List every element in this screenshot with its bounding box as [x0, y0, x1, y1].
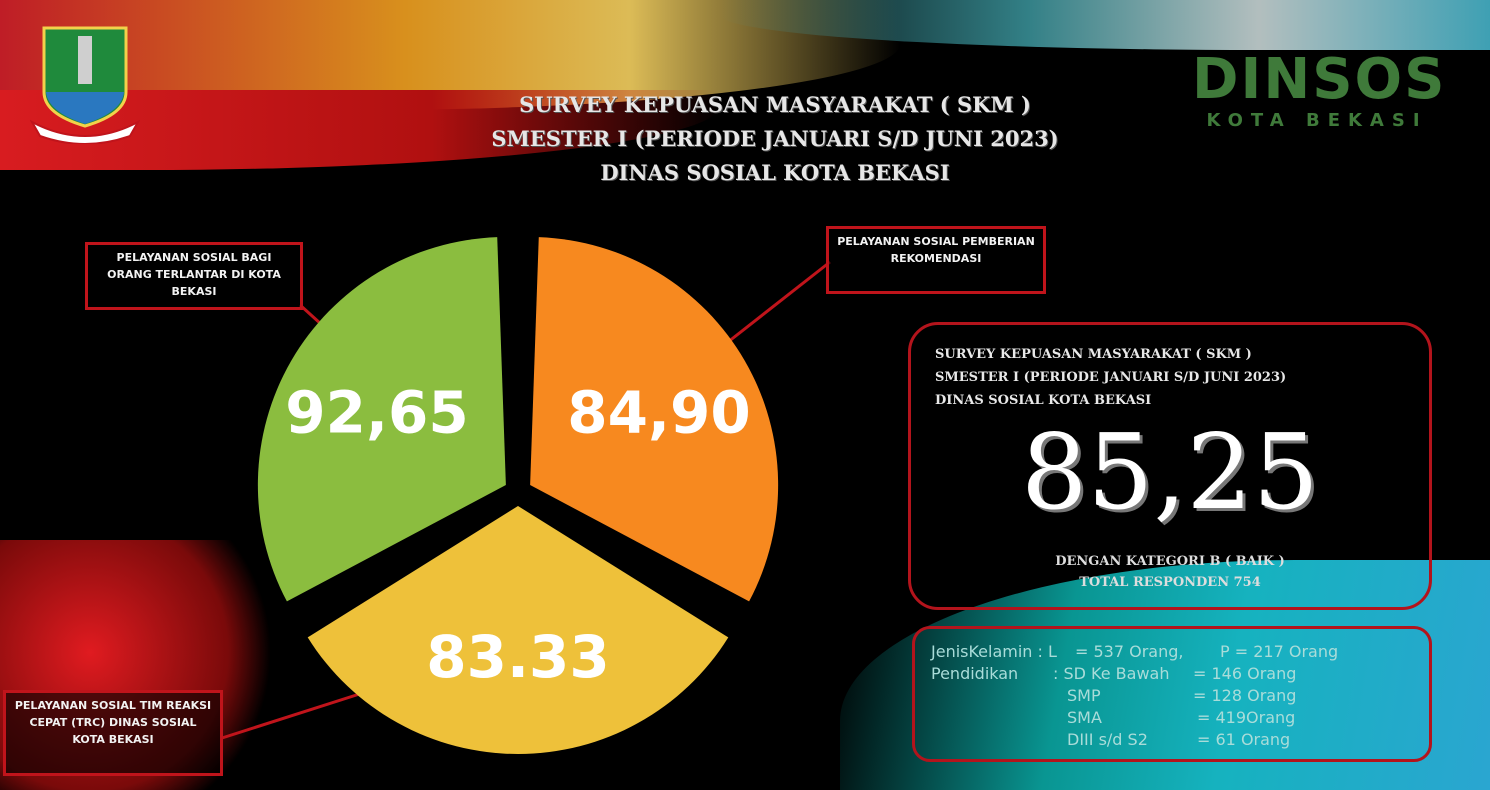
title-line-3: DINAS SOSIAL KOTA BEKASI — [600, 160, 950, 185]
leader-line-orange — [727, 260, 831, 344]
page-title: SURVEY KEPUASAN MASYARAKAT ( SKM ) SMEST… — [430, 88, 1120, 190]
total-respondents: TOTAL RESPONDEN 754 — [1079, 575, 1261, 590]
slice-green — [257, 237, 506, 602]
leader-line-yellow — [221, 688, 373, 740]
data-label: 92,65 — [285, 379, 468, 447]
slice-orange — [530, 237, 779, 602]
label-box-green: PELAYANAN SOSIAL BAGI ORANG TERLANTAR DI… — [85, 242, 303, 310]
overall-score: 85,25 — [1021, 411, 1319, 533]
summary-box: SURVEY KEPUASAN MASYARAKAT ( SKM ) SMEST… — [908, 322, 1432, 610]
score-category: DENGAN KATEGORI B ( BAIK ) — [1055, 554, 1285, 569]
slice-yellow — [307, 506, 729, 754]
dinsos-logo: DINSOS KOTA BEKASI — [1192, 47, 1447, 132]
label-box-yellow: PELAYANAN SOSIAL TIM REAKSI CEPAT (TRC) … — [3, 690, 223, 776]
title-line-1: SURVEY KEPUASAN MASYARAKAT ( SKM ) — [519, 92, 1031, 117]
data-label: 84,90 — [567, 379, 750, 447]
label-box-orange: PELAYANAN SOSIAL PEMBERIAN REKOMENDASI — [826, 226, 1046, 294]
data-label: 83.33 — [426, 623, 609, 691]
title-line-2: SMESTER I (PERIODE JANUARI S/D JUNI 2023… — [491, 126, 1059, 151]
respondent-stats-box: JenisKelamin : L = 537 Orang, P = 217 Or… — [912, 626, 1432, 762]
kota-bekasi-emblem — [29, 22, 141, 145]
